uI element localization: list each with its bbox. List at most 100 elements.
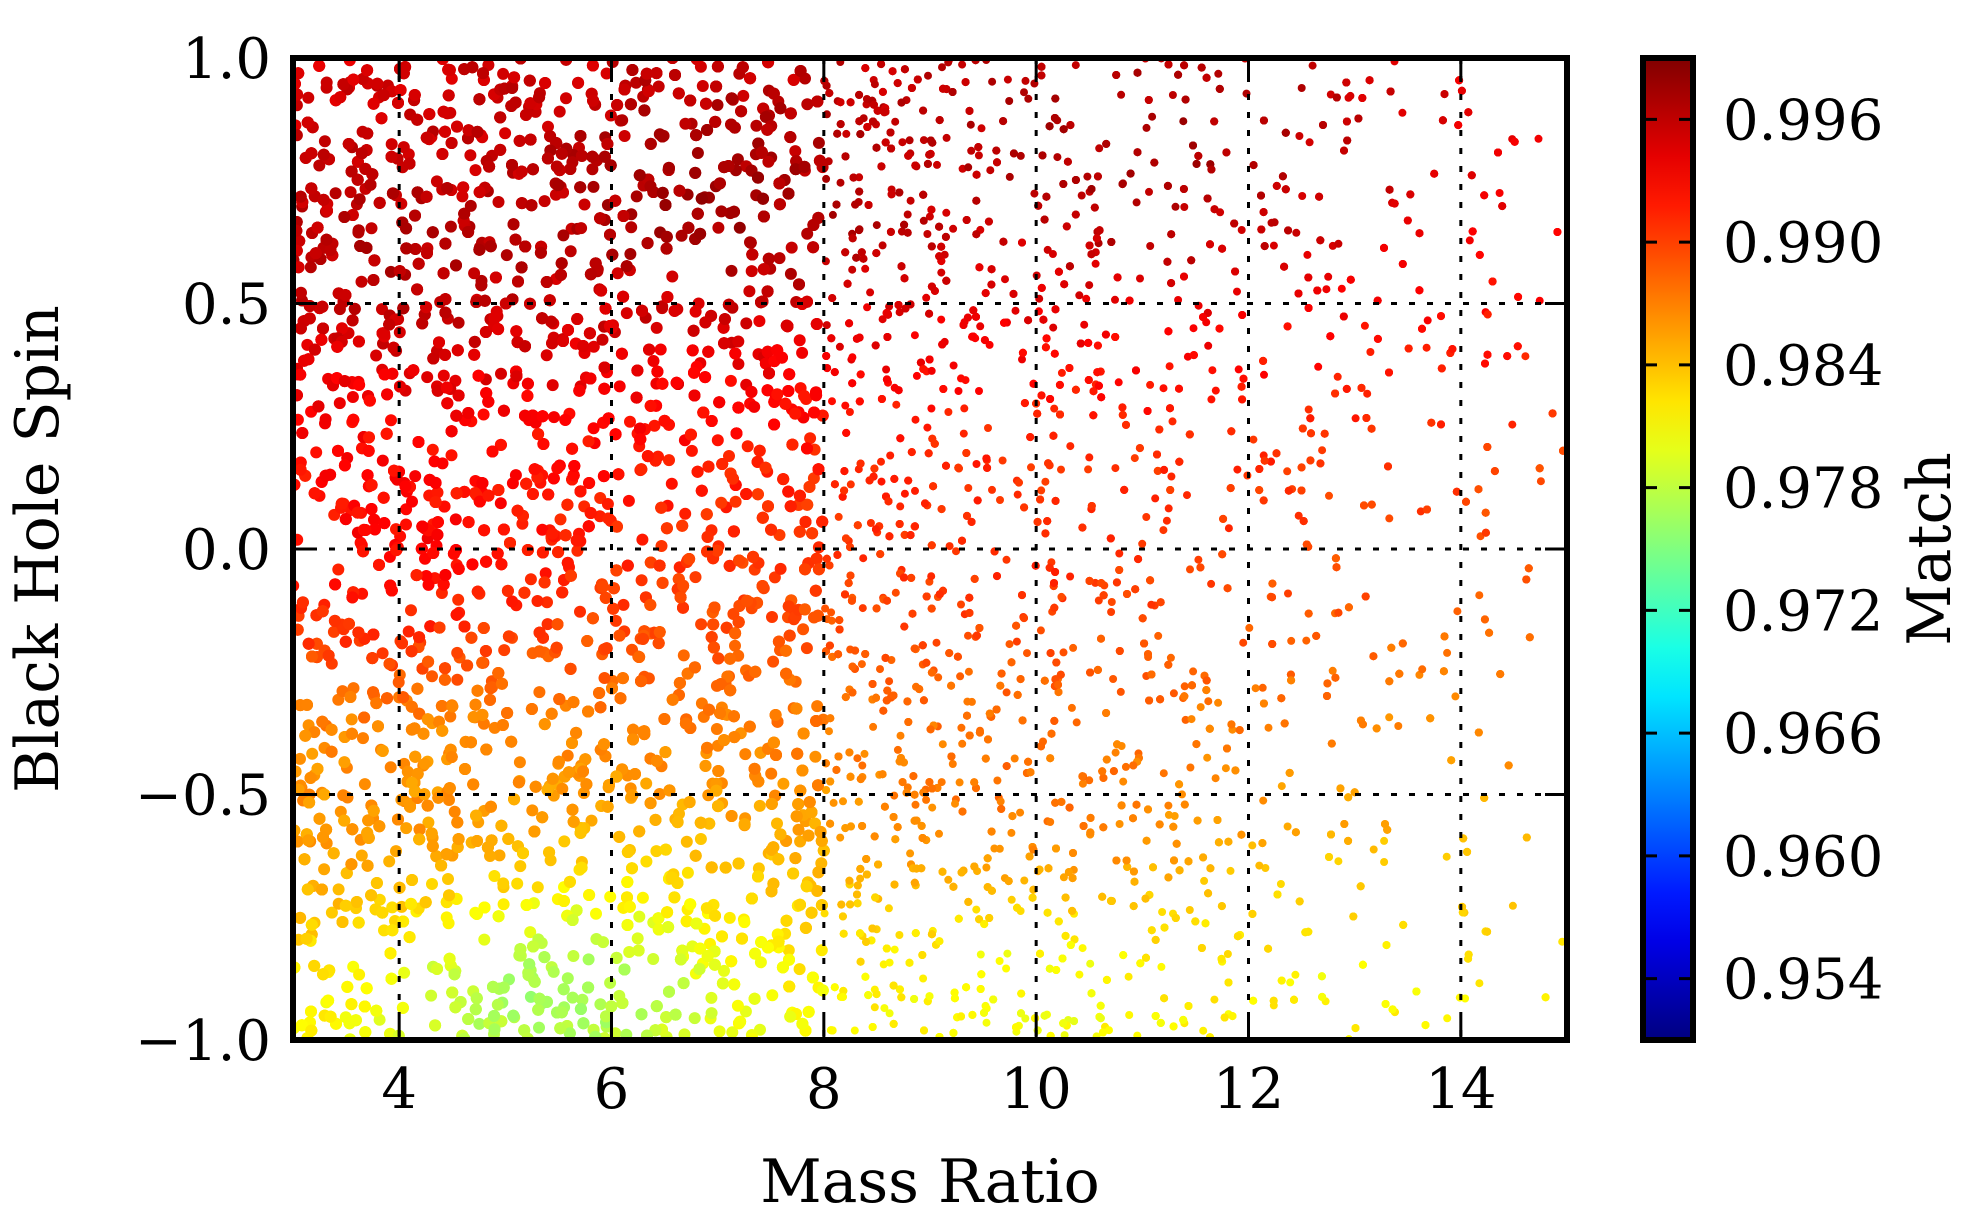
data-point <box>604 976 617 989</box>
data-point <box>995 844 1004 853</box>
data-point <box>1071 61 1080 70</box>
data-point <box>451 646 464 659</box>
data-point <box>937 315 946 324</box>
data-point <box>1094 596 1103 605</box>
data-point <box>418 757 431 770</box>
data-point <box>1148 112 1157 121</box>
data-point <box>337 789 350 802</box>
data-point <box>1066 572 1075 581</box>
data-point <box>1180 682 1189 691</box>
data-point <box>846 480 855 489</box>
data-point <box>558 835 571 848</box>
data-point <box>598 672 611 684</box>
data-point <box>1075 291 1084 300</box>
data-point <box>1302 636 1311 645</box>
data-point <box>848 265 857 274</box>
data-point <box>353 968 366 981</box>
data-point <box>332 883 345 896</box>
data-point <box>1053 153 1062 162</box>
data-point <box>754 956 767 969</box>
data-point <box>753 799 766 812</box>
data-point <box>329 187 342 200</box>
data-point <box>1048 250 1057 258</box>
data-point <box>925 212 934 221</box>
data-point <box>863 303 872 312</box>
data-point <box>358 778 371 791</box>
data-point <box>498 644 511 657</box>
data-point <box>1167 472 1176 481</box>
data-point <box>452 593 465 606</box>
data-point <box>1147 600 1156 609</box>
data-point <box>958 60 967 69</box>
data-point <box>753 315 766 328</box>
data-point <box>1115 549 1124 558</box>
data-point <box>497 898 510 911</box>
data-point <box>1416 507 1425 516</box>
data-point <box>944 875 953 884</box>
data-point <box>1003 949 1012 958</box>
data-point <box>1082 294 1091 303</box>
data-point <box>1020 876 1029 885</box>
data-point <box>425 989 438 1002</box>
data-point <box>578 198 591 211</box>
data-point <box>723 911 736 924</box>
data-point <box>318 863 331 876</box>
data-point <box>988 77 997 86</box>
data-point <box>451 673 464 686</box>
data-point <box>811 700 824 713</box>
data-point <box>585 814 598 827</box>
data-point <box>1534 134 1543 143</box>
data-point <box>856 874 865 883</box>
data-point <box>426 670 438 683</box>
data-point <box>1078 944 1087 953</box>
data-point <box>556 782 569 795</box>
data-point <box>1233 465 1242 474</box>
data-point <box>344 186 357 199</box>
data-point <box>885 958 894 967</box>
data-point <box>782 944 795 957</box>
data-point <box>1021 76 1030 85</box>
data-point <box>1005 172 1014 181</box>
data-point <box>1036 626 1045 635</box>
data-point <box>633 910 646 923</box>
data-point <box>1002 688 1011 697</box>
data-point <box>397 141 410 154</box>
data-point <box>647 953 660 965</box>
data-point <box>1016 151 1025 160</box>
data-point <box>1083 172 1092 181</box>
data-point <box>681 866 694 879</box>
data-point <box>653 788 666 800</box>
data-point <box>1142 513 1151 521</box>
data-point <box>1385 713 1394 722</box>
data-point <box>1210 995 1219 1004</box>
data-point <box>499 127 512 140</box>
data-point <box>841 401 850 410</box>
data-point <box>1211 774 1220 783</box>
data-point <box>630 190 643 203</box>
data-point <box>452 316 465 329</box>
data-point <box>1294 511 1303 520</box>
data-point <box>1233 287 1241 296</box>
data-point <box>801 98 814 111</box>
data-point <box>1334 857 1343 866</box>
data-point <box>905 136 914 145</box>
data-point <box>919 136 928 145</box>
data-point <box>1276 880 1285 888</box>
data-point <box>731 153 744 166</box>
data-point <box>1059 648 1068 657</box>
data-point <box>1159 769 1168 778</box>
data-point <box>1159 526 1168 535</box>
data-point <box>1003 75 1012 84</box>
data-point <box>1337 284 1346 293</box>
data-point <box>1183 491 1191 500</box>
data-point <box>1258 683 1267 692</box>
data-point <box>524 573 537 586</box>
data-point <box>750 119 763 132</box>
data-point <box>792 823 805 836</box>
data-point <box>998 456 1007 465</box>
data-point <box>1057 368 1066 377</box>
data-point <box>1277 782 1286 791</box>
data-point <box>848 353 857 362</box>
data-point <box>972 460 981 468</box>
data-point <box>355 275 368 288</box>
